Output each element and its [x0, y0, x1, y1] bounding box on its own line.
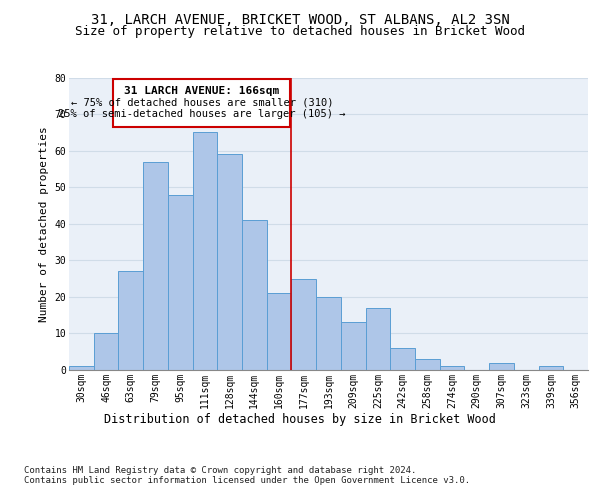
Text: Size of property relative to detached houses in Bricket Wood: Size of property relative to detached ho… [75, 25, 525, 38]
Text: 31 LARCH AVENUE: 166sqm: 31 LARCH AVENUE: 166sqm [124, 86, 280, 96]
Bar [242, 220, 267, 370]
Y-axis label: Number of detached properties: Number of detached properties [39, 126, 49, 322]
Bar [415, 359, 440, 370]
Bar [94, 334, 118, 370]
Bar [292, 278, 316, 370]
Text: Contains HM Land Registry data © Crown copyright and database right 2024.: Contains HM Land Registry data © Crown c… [24, 466, 416, 475]
Text: 31, LARCH AVENUE, BRICKET WOOD, ST ALBANS, AL2 3SN: 31, LARCH AVENUE, BRICKET WOOD, ST ALBAN… [91, 12, 509, 26]
Bar [217, 154, 242, 370]
Bar [440, 366, 464, 370]
Bar [316, 297, 341, 370]
Text: ← 75% of detached houses are smaller (310): ← 75% of detached houses are smaller (31… [71, 98, 333, 108]
Text: Distribution of detached houses by size in Bricket Wood: Distribution of detached houses by size … [104, 412, 496, 426]
Bar [341, 322, 365, 370]
Bar [267, 293, 292, 370]
Bar [539, 366, 563, 370]
Bar [118, 272, 143, 370]
Bar [168, 194, 193, 370]
Text: 25% of semi-detached houses are larger (105) →: 25% of semi-detached houses are larger (… [58, 110, 346, 120]
Bar [69, 366, 94, 370]
Bar [390, 348, 415, 370]
Bar [113, 80, 290, 127]
Bar [193, 132, 217, 370]
Bar [365, 308, 390, 370]
Bar [489, 362, 514, 370]
Text: Contains public sector information licensed under the Open Government Licence v3: Contains public sector information licen… [24, 476, 470, 485]
Bar [143, 162, 168, 370]
